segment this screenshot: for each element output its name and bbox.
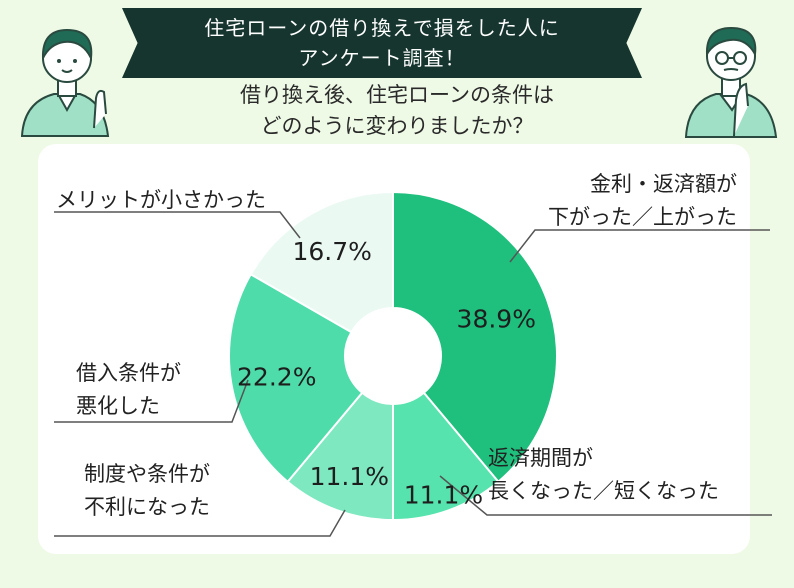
label-system-line-1: 制度や条件が — [84, 462, 210, 486]
leader-line-5 — [54, 211, 301, 239]
person-right-illustration — [684, 26, 778, 138]
label-merit: メリットが小さかった — [56, 184, 266, 217]
label-rate: 金利・返済額が 下がった／上がった — [548, 168, 737, 234]
value-label-1: 38.9% — [457, 304, 536, 333]
leader-line-1 — [509, 229, 770, 263]
leader-line-2 — [439, 475, 772, 516]
leader-line-3 — [54, 509, 346, 537]
title-line-2: アンケート調査！ — [298, 46, 466, 70]
label-borrowing-line-1: 借入条件が — [76, 361, 181, 385]
label-borrowing-line-2: 悪化した — [76, 394, 160, 418]
title-banner: 住宅ローンの借り換えで損をした人に アンケート調査！ — [122, 8, 642, 78]
label-system-line-2: 不利になった — [84, 495, 210, 519]
label-period-line-1: 返済期間が — [488, 446, 593, 470]
pie-slice-5 — [249, 190, 394, 334]
person-left-illustration — [20, 28, 110, 137]
value-label-3: 11.1% — [310, 462, 389, 491]
pie-slice-2 — [392, 391, 500, 522]
survey-question: 借り換え後、住宅ローンの条件は どのように変わりましたか？ — [160, 80, 634, 142]
question-line-2: どのように変わりましたか？ — [260, 114, 534, 138]
label-merit-line-1: メリットが小さかった — [56, 188, 266, 212]
question-line-1: 借り換え後、住宅ローンの条件は — [240, 83, 554, 107]
pie-slice-1 — [392, 190, 558, 484]
title-line-1: 住宅ローンの借り換えで損をした人に — [204, 16, 560, 40]
label-rate-line-1: 金利・返済額が — [590, 172, 737, 196]
label-period: 返済期間が 長くなった／短くなった — [488, 442, 719, 508]
value-label-5: 16.7% — [292, 237, 371, 266]
pie-slice-4 — [228, 272, 364, 484]
value-label-2: 11.1% — [404, 481, 483, 510]
pie-slice-3 — [286, 391, 394, 522]
label-rate-line-2: 下がった／上がった — [548, 205, 737, 229]
value-label-4: 22.2% — [237, 363, 316, 392]
label-borrowing: 借入条件が 悪化した — [76, 357, 181, 423]
label-period-line-2: 長くなった／短くなった — [488, 479, 719, 503]
leader-line-4 — [54, 379, 249, 423]
label-system: 制度や条件が 不利になった — [84, 458, 210, 524]
